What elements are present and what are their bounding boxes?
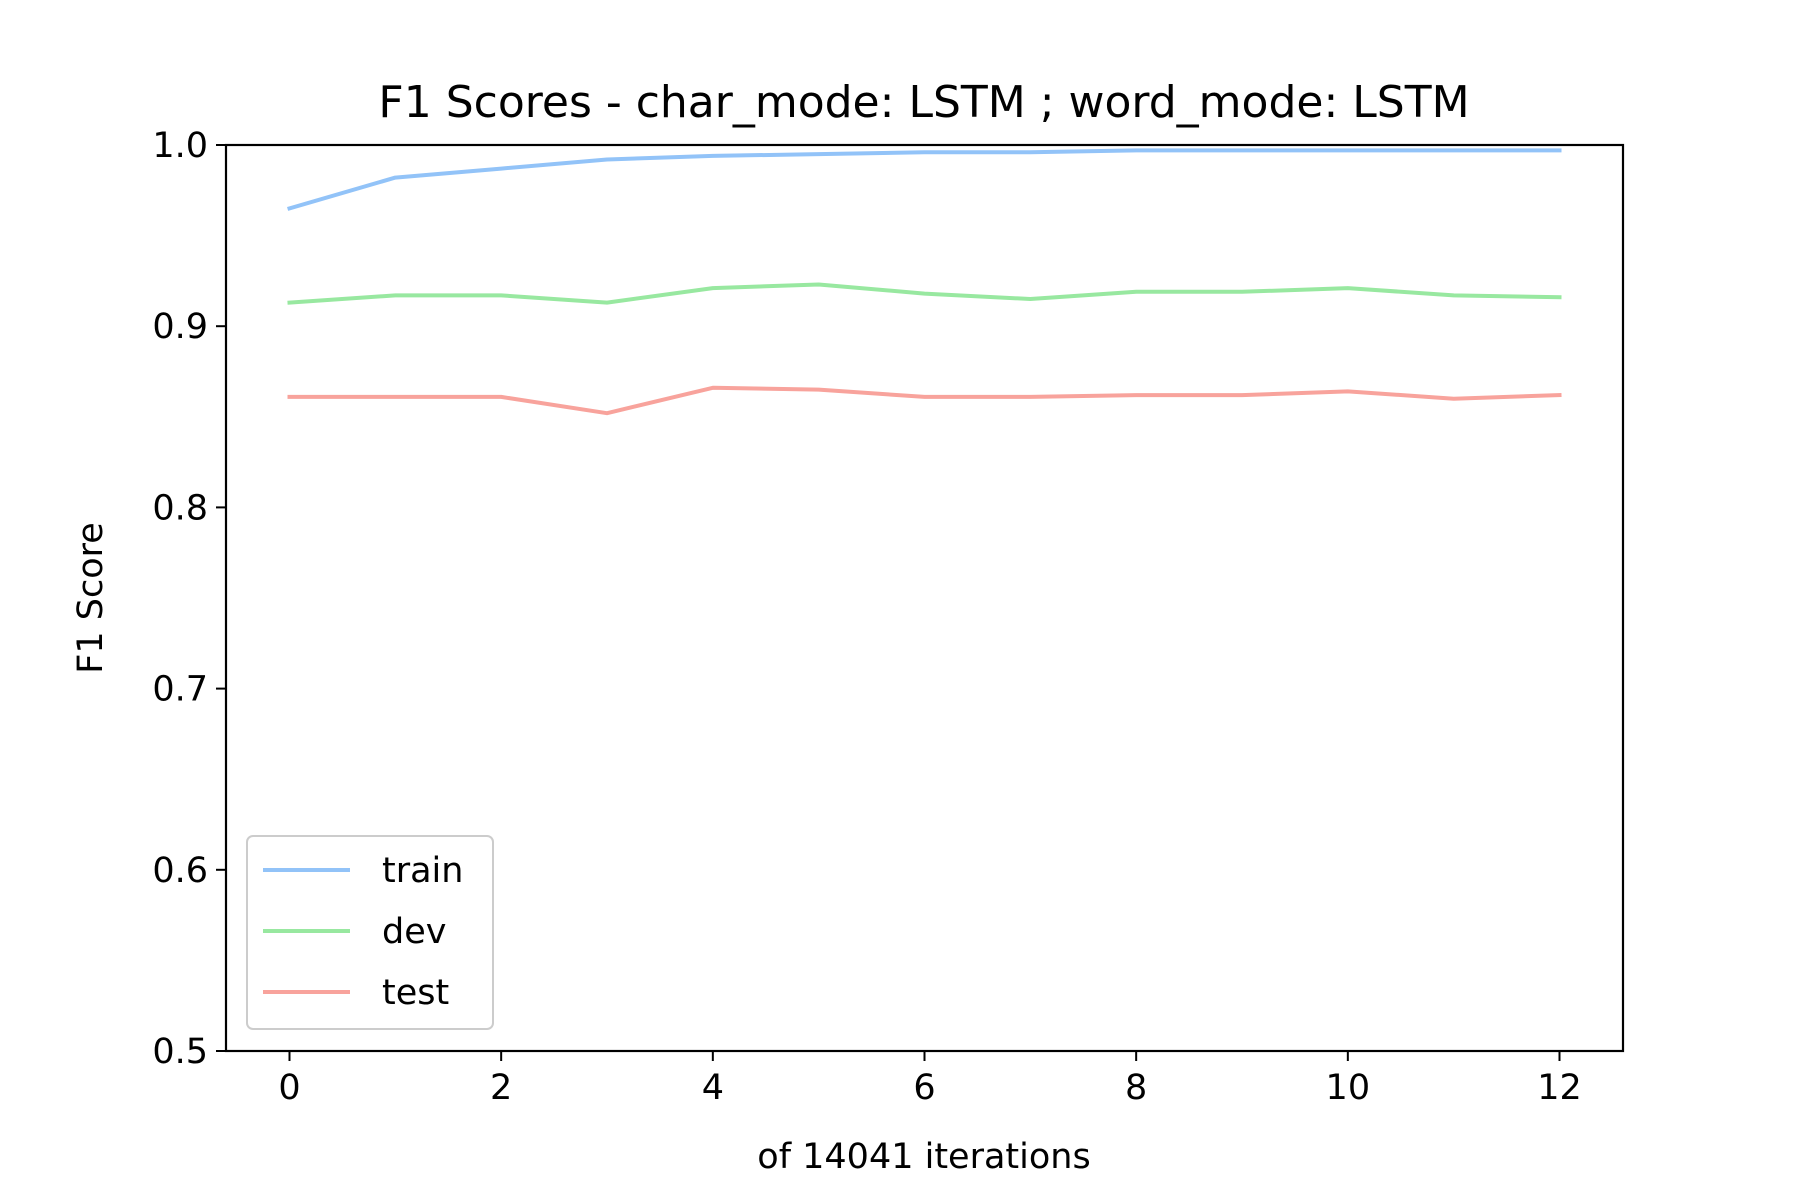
- y-tick-label: 0.7: [152, 670, 208, 710]
- x-tick-label: 0: [278, 1068, 300, 1108]
- series-line-train: [287, 148, 1562, 211]
- x-tick-label: 6: [913, 1068, 935, 1108]
- series-line-test: [287, 385, 1562, 416]
- legend-box: [246, 835, 494, 1030]
- x-axis-label: of 14041 iterations: [757, 1137, 1090, 1177]
- y-tick-label: 0.5: [152, 1032, 208, 1072]
- x-axis-ticks: 0 2 4 6 8 10 12: [278, 1051, 1582, 1108]
- series-layer: [287, 148, 1562, 416]
- y-tick-label: 0.8: [152, 488, 208, 528]
- legend-label-train: train: [382, 851, 463, 891]
- y-axis-label: F1 Score: [71, 522, 111, 674]
- chart-title: F1 Scores - char_mode: LSTM ; word_mode:…: [378, 77, 1469, 128]
- legend-label-test: test: [382, 973, 449, 1013]
- x-tick-label: 10: [1326, 1068, 1371, 1108]
- x-tick-label: 2: [490, 1068, 512, 1108]
- legend: train dev test: [246, 835, 494, 1030]
- legend-entries: train dev test: [263, 851, 463, 1013]
- y-axis-ticks: 0.5 0.6 0.7 0.8 0.9 1.0: [152, 126, 226, 1072]
- x-tick-label: 4: [702, 1068, 724, 1108]
- y-tick-label: 0.6: [152, 851, 208, 891]
- x-tick-label: 12: [1537, 1068, 1582, 1108]
- x-tick-label: 8: [1125, 1068, 1147, 1108]
- series-line-dev: [287, 282, 1562, 305]
- y-tick-label: 0.9: [152, 307, 208, 347]
- legend-label-dev: dev: [382, 912, 446, 952]
- y-tick-label: 1.0: [152, 126, 208, 166]
